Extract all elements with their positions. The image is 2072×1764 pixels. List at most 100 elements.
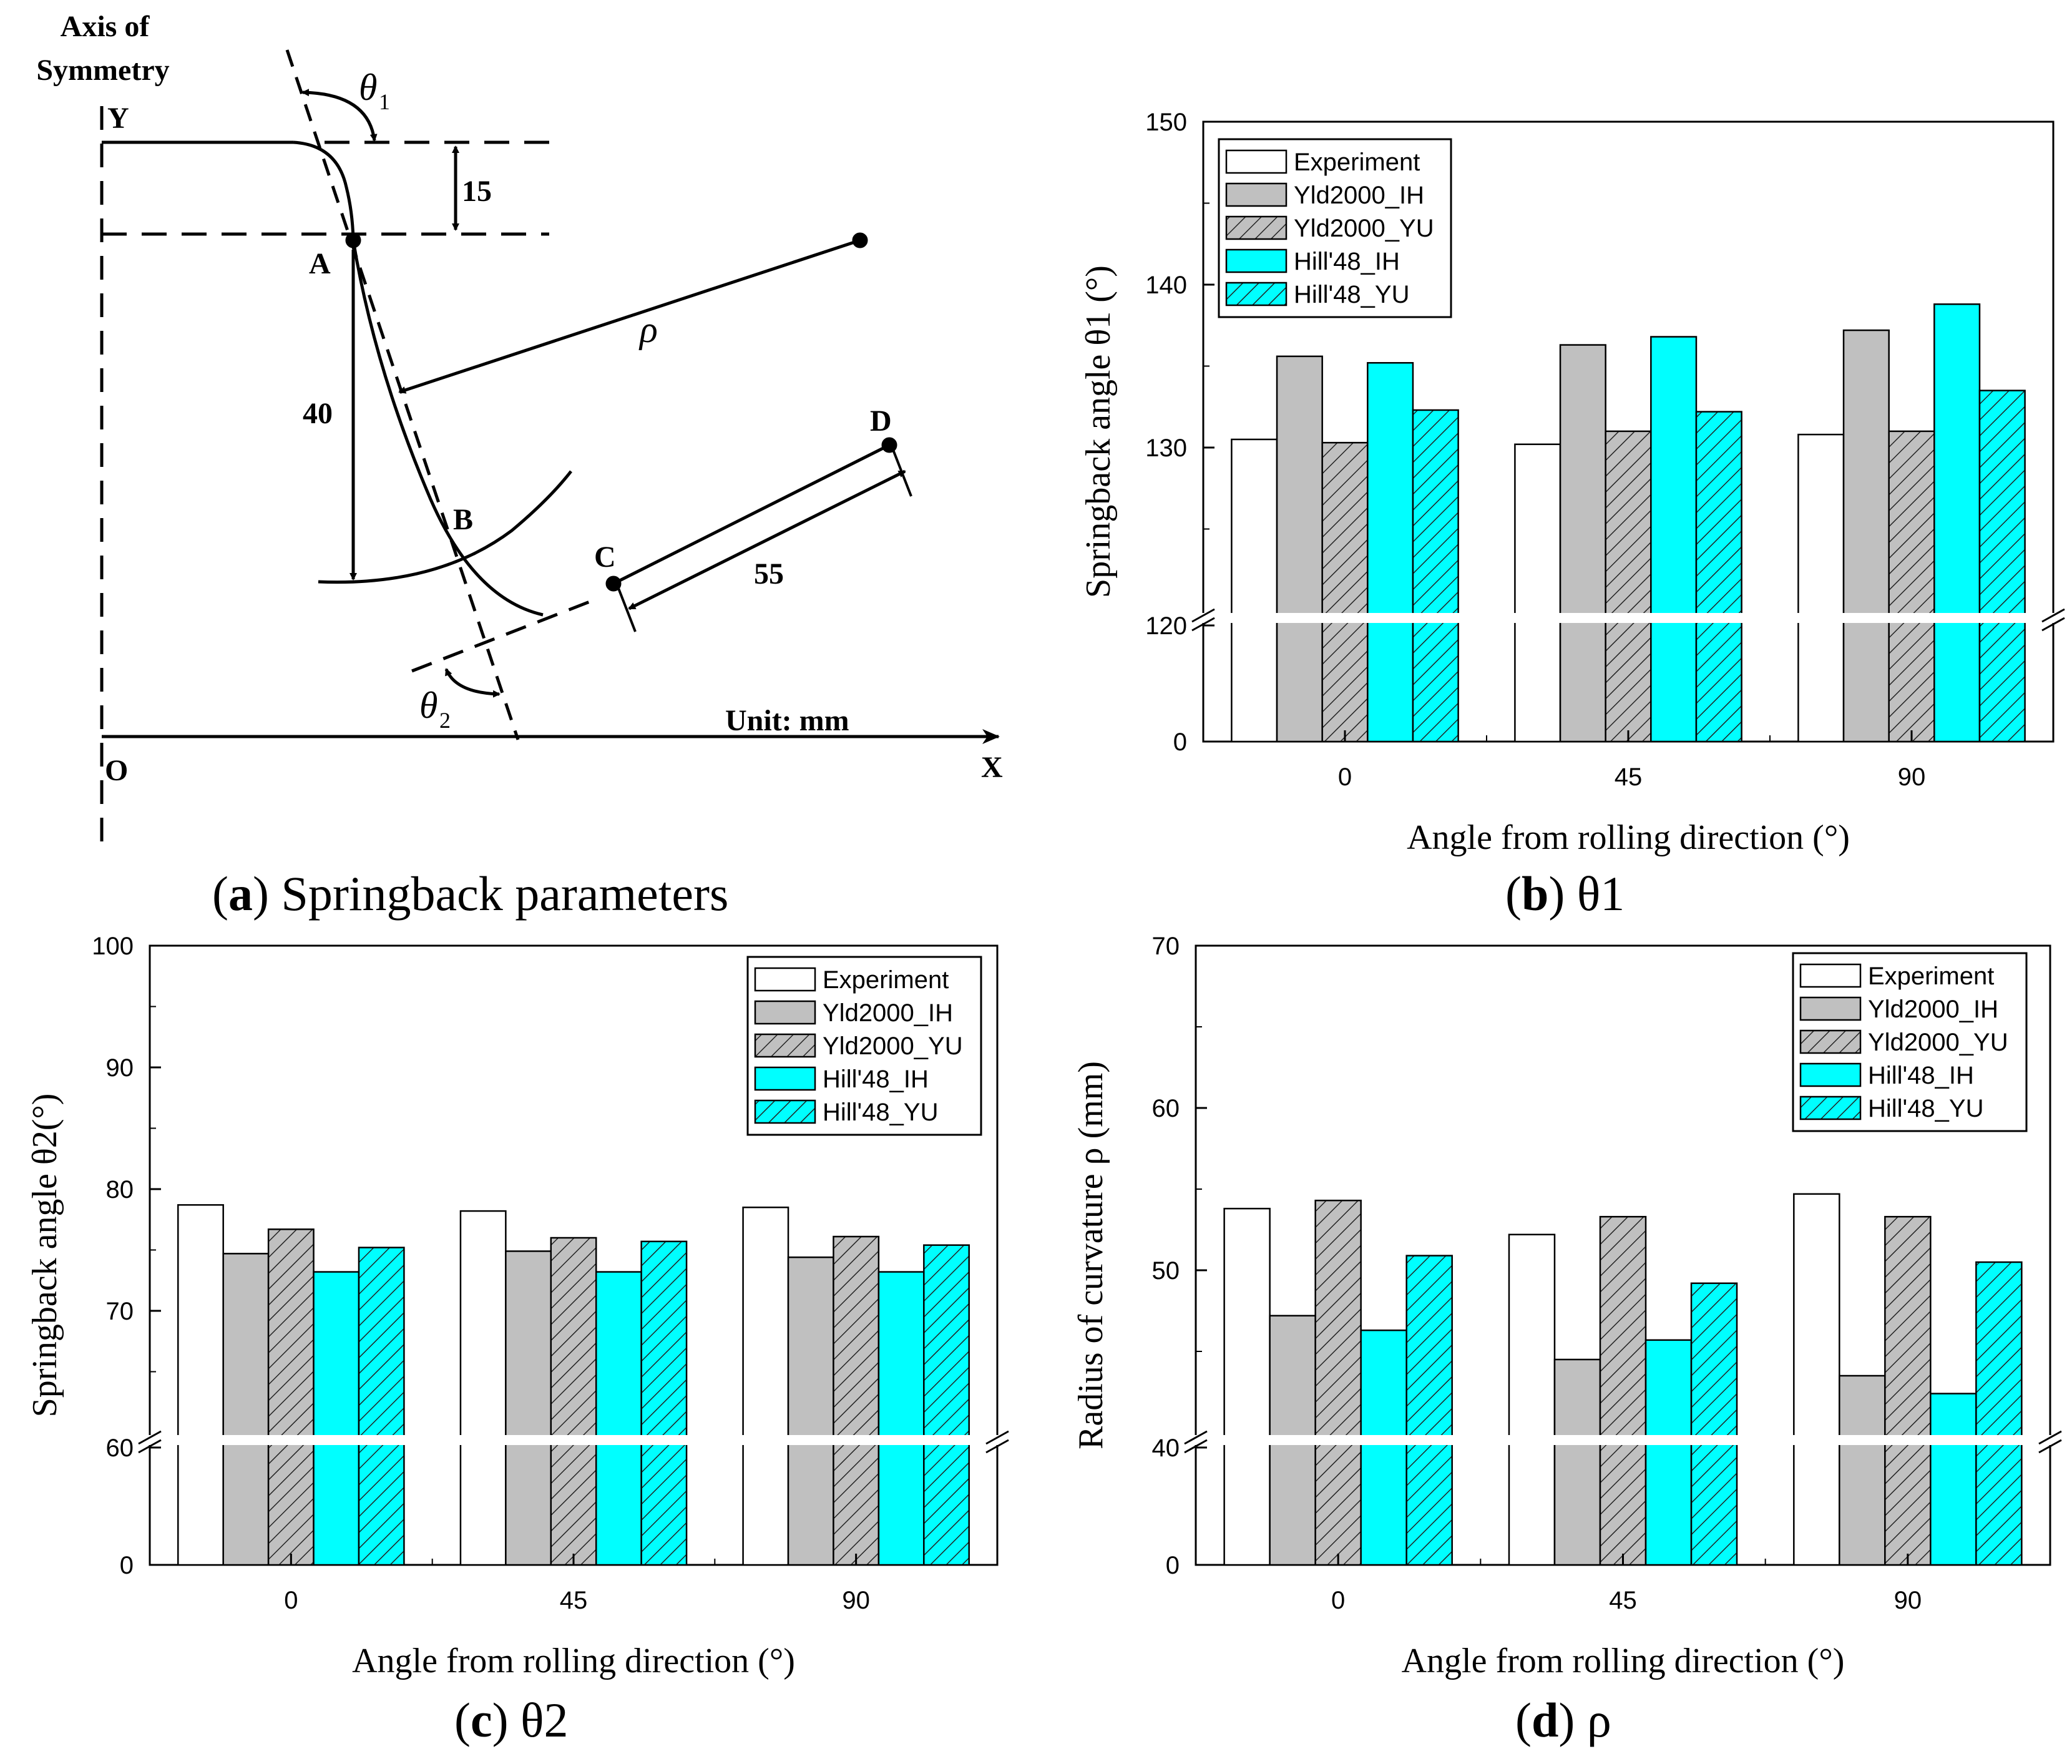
arc-b: [318, 470, 572, 584]
caption-c-text: θ2: [520, 1693, 568, 1747]
bar-yld2000-yu-90: [1888, 430, 1935, 743]
unit-label: Unit: mm: [725, 704, 849, 737]
legend-label-yld2000-ih: Yld2000_IH: [1868, 996, 1998, 1023]
cd-dashed-line: [411, 596, 600, 673]
dim-55-tick-right: [891, 448, 912, 497]
bar-hill48-yu-45: [1690, 1282, 1738, 1566]
x-tick-label-90: 90: [842, 1587, 870, 1614]
y-tick-label-70: 70: [106, 1298, 134, 1325]
legend-label-yld2000-yu: Yld2000_YU: [1868, 1029, 2008, 1056]
legend-label-yld2000-yu: Yld2000_YU: [823, 1032, 963, 1060]
legend-label-hill48-ih: Hill'48_IH: [1294, 248, 1400, 275]
legend-label-hill48-ih: Hill'48_IH: [823, 1066, 929, 1093]
y-axis-label: Springback angle θ1 (°): [1079, 265, 1118, 598]
bar-hill48-ih-45: [595, 1271, 642, 1566]
dim-40-label: 40: [303, 397, 333, 430]
y-tick-label-0: 0: [1166, 1552, 1180, 1579]
caption-b: (b) θ1: [1505, 866, 1625, 921]
theta1-arc: [301, 89, 378, 142]
caption-d-letter: d: [1532, 1693, 1558, 1747]
caption-b-text: θ1: [1577, 866, 1625, 921]
bar-yld2000-yu-0: [1321, 441, 1369, 743]
y-tick-label-60: 60: [106, 1434, 134, 1462]
label-b: B: [453, 503, 473, 536]
x-tick-label-90: 90: [1894, 1587, 1922, 1614]
y-tick-label-130: 130: [1145, 434, 1187, 462]
axis-break-band: [1193, 1435, 2053, 1445]
x-tick-label-45: 45: [1615, 763, 1643, 791]
axis-break-mark2-left: [1184, 1439, 1208, 1454]
axis-break-mark2-left: [1191, 617, 1215, 632]
y-tick-label-0: 0: [1173, 728, 1187, 756]
bar-hill48-ih-45: [1644, 1339, 1693, 1566]
caption-b-letter: b: [1522, 866, 1548, 921]
axis-break-mark-right: [985, 1430, 1009, 1445]
caption-a: (a) Springback parameters: [212, 866, 728, 921]
bar-hill48-ih-0: [1360, 1329, 1407, 1566]
bar-hill48-ih-90: [877, 1271, 925, 1566]
profile-curve: [293, 140, 544, 617]
bar-yld2000-ih-45: [1559, 344, 1606, 743]
chart-theta2: 0 60 70 80 90 100 0 45 90 Angle from rolling dire…: [26, 933, 1009, 1680]
legend-swatch-yld2000-yu: [754, 1033, 816, 1058]
legend-swatch-experiment: [754, 967, 816, 992]
axis-break-band: [147, 1435, 1000, 1445]
bar-hill48-ih-0: [313, 1271, 360, 1566]
rho-radius-arrow: [398, 238, 861, 394]
dim-55-arrow: [628, 469, 906, 610]
axis-break-mark2-right: [2041, 617, 2065, 632]
x-tick-label-45: 45: [1609, 1587, 1637, 1614]
bar-hill48-yu-0: [1405, 1255, 1453, 1566]
curvature-center: [852, 232, 868, 248]
bar-yld2000-ih-90: [1842, 329, 1890, 743]
point-a: [345, 232, 361, 248]
caption-d-text: ρ: [1587, 1693, 1611, 1747]
theta2-sub: 2: [439, 708, 451, 733]
y-tick-label-150: 150: [1145, 109, 1187, 136]
bar-hill48-yu-90: [923, 1244, 970, 1566]
legend-swatch-experiment: [1225, 149, 1288, 174]
axis-break-mark-right: [2038, 1430, 2062, 1445]
label-x: X: [981, 751, 1003, 784]
bar-yld2000-yu-45: [1599, 1215, 1647, 1566]
dim-55-label: 55: [754, 557, 784, 590]
bar-experiment-45: [1514, 443, 1561, 743]
legend-swatch-yld2000-yu: [1225, 215, 1288, 240]
legend-label-yld2000-ih: Yld2000_IH: [823, 999, 953, 1027]
bar-experiment-0: [177, 1204, 224, 1566]
legend-swatch-yld2000-ih: [754, 1000, 816, 1025]
legend-swatch-hill48-yu: [1799, 1095, 1862, 1120]
legend-label-yld2000-ih: Yld2000_IH: [1294, 182, 1424, 209]
y-axis-label: Radius of curvature ρ (mm): [1072, 1061, 1110, 1449]
label-o: O: [105, 754, 128, 787]
legend-label-experiment: Experiment: [823, 966, 949, 994]
dim-15-label: 15: [462, 175, 492, 208]
x-tick-label-0: 0: [284, 1587, 298, 1614]
y-tick-label-120: 120: [1145, 612, 1187, 640]
cd-segment: [612, 443, 891, 586]
label-d: D: [870, 404, 892, 438]
bar-experiment-0: [1223, 1207, 1271, 1566]
bar-yld2000-ih-90: [1839, 1374, 1886, 1566]
bar-yld2000-yu-45: [550, 1237, 597, 1566]
legend-swatch-yld2000-ih: [1799, 996, 1862, 1021]
bar-yld2000-yu-45: [1605, 430, 1652, 743]
rho-symbol: ρ: [638, 309, 658, 350]
legend-label-experiment: Experiment: [1868, 963, 1994, 990]
y-tick-label-100: 100: [92, 933, 134, 960]
y-tick-label-70: 70: [1152, 933, 1180, 960]
bar-hill48-ih-45: [1650, 336, 1698, 743]
legend-label-hill48-yu: Hill'48_YU: [823, 1099, 939, 1126]
y-tick-label-60: 60: [1152, 1095, 1180, 1122]
axis-title-line2: Symmetry: [36, 54, 169, 87]
bar-experiment-90: [1793, 1193, 1840, 1566]
tangent-line: [285, 49, 520, 740]
legend-label-hill48-ih: Hill'48_IH: [1868, 1062, 1974, 1089]
axis-title-line1: Axis of: [61, 10, 150, 43]
caption-a-text: Springback parameters: [281, 866, 728, 921]
bar-hill48-ih-90: [1930, 1393, 1977, 1566]
y-tick-label-80: 80: [106, 1176, 134, 1203]
legend-label-hill48-yu: Hill'48_YU: [1868, 1095, 1984, 1122]
legend-label-experiment: Experiment: [1294, 149, 1420, 176]
theta1-symbol: θ: [359, 67, 377, 108]
